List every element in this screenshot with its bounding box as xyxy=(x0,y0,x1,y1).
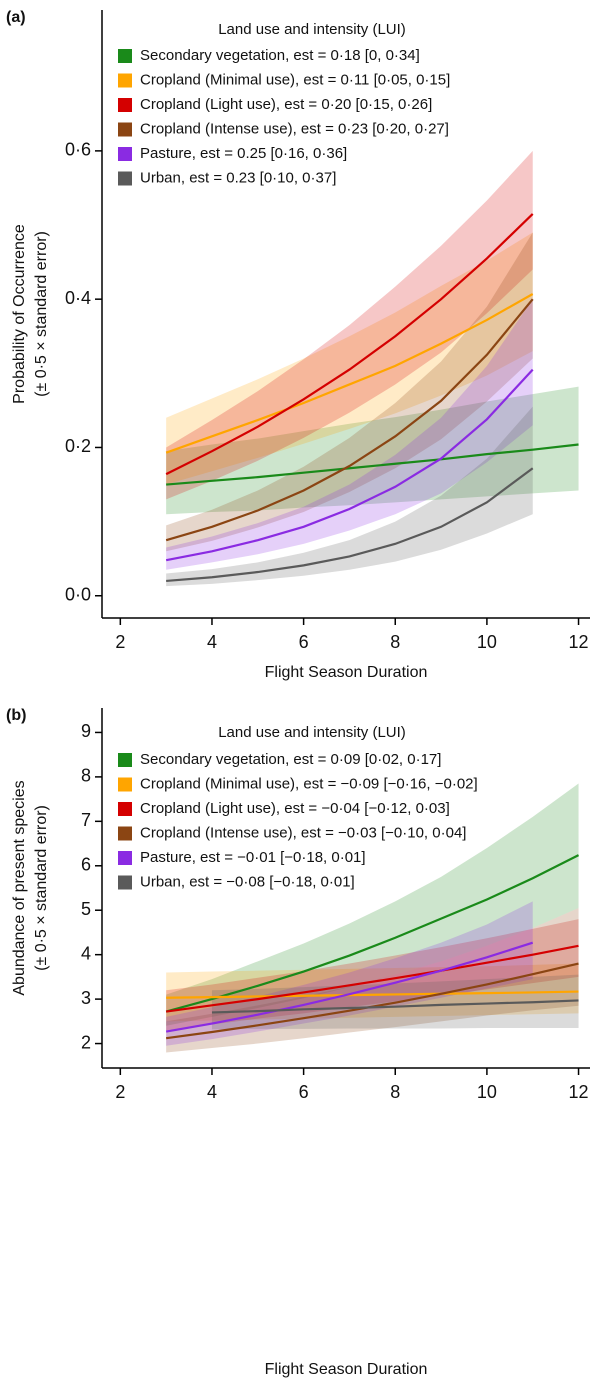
x-axis-label: Flight Season Duration xyxy=(265,664,428,681)
y-tick-label: 9 xyxy=(81,721,91,741)
x-tick-label: 12 xyxy=(569,1082,589,1102)
series-line xyxy=(166,990,579,999)
y-tick-label: 0·4 xyxy=(65,288,91,308)
x-tick-label: 12 xyxy=(569,632,589,652)
y-tick-label: 8 xyxy=(81,766,91,786)
legend-swatch xyxy=(118,98,132,112)
y-tick-label: 0·6 xyxy=(65,140,91,160)
x-tick-label: 8 xyxy=(390,632,400,652)
panel-label: (a) xyxy=(6,9,26,26)
legend-label: Cropland (Intense use), est = −0·03 [−0·… xyxy=(140,824,466,841)
legend-label: Cropland (Intense use), est = 0·23 [0·20… xyxy=(140,120,449,137)
series-line xyxy=(166,944,579,1013)
series-line xyxy=(166,443,579,486)
y-tick-label: 3 xyxy=(81,988,91,1008)
legend-label: Pasture, est = 0.25 [0·16, 0·36] xyxy=(140,145,347,162)
y-tick-label: 2 xyxy=(81,1032,91,1052)
series-line xyxy=(165,298,534,542)
legend-swatch xyxy=(118,851,132,865)
series-line xyxy=(166,467,534,583)
series-line xyxy=(165,293,534,454)
y-tick-label: 4 xyxy=(81,943,91,963)
y-axis-label: (± 0·5 × standard error) xyxy=(33,231,50,397)
legend-swatch xyxy=(118,49,132,63)
error-band xyxy=(166,901,533,1046)
x-tick-label: 2 xyxy=(115,632,125,652)
y-tick-label: 6 xyxy=(81,855,91,875)
x-tick-label: 2 xyxy=(115,1082,125,1102)
y-tick-label: 0·0 xyxy=(65,585,91,605)
y-tick-label: 0·2 xyxy=(65,436,91,456)
legend-swatch xyxy=(118,171,132,186)
legend-swatch xyxy=(118,73,132,88)
error-band xyxy=(166,232,533,552)
legend-label: Urban, est = 0.23 [0·10, 0·37] xyxy=(140,169,336,186)
error-band xyxy=(166,232,533,485)
legend-label: Cropland (Minimal use), est = −0·09 [−0·… xyxy=(140,775,478,792)
x-tick-label: 6 xyxy=(299,632,309,652)
x-tick-label: 10 xyxy=(477,1082,497,1102)
x-axis-label: Flight Season Duration xyxy=(265,1361,428,1378)
error-band xyxy=(166,963,579,1022)
legend-title: Land use and intensity (LUI) xyxy=(218,21,406,38)
legend-swatch xyxy=(118,826,132,841)
error-band xyxy=(166,908,579,1053)
error-band xyxy=(166,783,579,1026)
legend-title: Land use and intensity (LUI) xyxy=(218,724,406,741)
series-line xyxy=(211,999,579,1014)
legend-label: Cropland (Light use), est = 0·20 [0·15, … xyxy=(140,96,432,113)
legend-swatch xyxy=(118,802,132,816)
y-axis-label: Probability of Occurrence xyxy=(11,224,28,404)
y-axis-label: (± 0·5 × standard error) xyxy=(33,805,50,971)
legend-swatch xyxy=(118,777,132,792)
series-line xyxy=(165,213,534,476)
y-axis-label: Abundance of present species xyxy=(11,780,28,995)
legend-swatch xyxy=(118,875,132,890)
x-tick-label: 4 xyxy=(207,632,217,652)
series-line xyxy=(165,854,580,1013)
panel-label: (b) xyxy=(6,707,26,724)
y-tick-label: 7 xyxy=(81,810,91,830)
error-band xyxy=(166,919,579,1031)
error-band xyxy=(166,406,533,587)
legend-label: Cropland (Minimal use), est = 0·11 [0·05… xyxy=(140,71,450,88)
x-tick-label: 10 xyxy=(477,632,497,652)
error-band xyxy=(166,299,533,570)
series-line xyxy=(165,941,534,1033)
legend-swatch xyxy=(118,122,132,137)
legend-label: Pasture, est = −0·01 [−0·18, 0·01] xyxy=(140,849,366,866)
error-band xyxy=(166,150,533,500)
legend-label: Secondary vegetation, est = 0·18 [0, 0·3… xyxy=(140,47,420,64)
x-tick-label: 8 xyxy=(390,1082,400,1102)
series-line xyxy=(165,368,534,562)
legend-label: Urban, est = −0·08 [−0·18, 0·01] xyxy=(140,873,355,890)
legend-label: Secondary vegetation, est = 0·09 [0·02, … xyxy=(140,751,441,768)
legend-swatch xyxy=(118,147,132,161)
y-tick-label: 5 xyxy=(81,899,91,919)
x-tick-label: 4 xyxy=(207,1082,217,1102)
x-tick-label: 6 xyxy=(299,1082,309,1102)
legend-swatch xyxy=(118,753,132,767)
legend-label: Cropland (Light use), est = −0·04 [−0·12… xyxy=(140,800,450,817)
